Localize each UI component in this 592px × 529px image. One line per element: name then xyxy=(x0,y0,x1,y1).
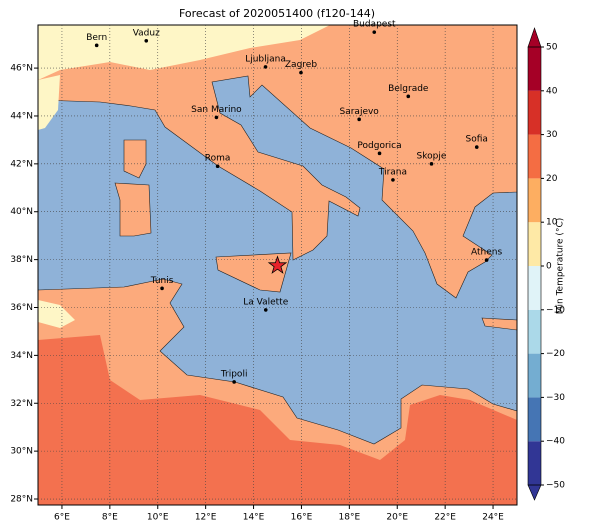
city-label: Skopje xyxy=(417,151,447,161)
y-tick-label: 38°N xyxy=(10,255,33,265)
city-dot xyxy=(484,258,489,262)
city-dot xyxy=(474,145,479,149)
cold-atlas xyxy=(38,300,75,328)
x-tick-label: 12°E xyxy=(195,513,217,523)
colorbar-tick-label: 20 xyxy=(546,174,558,184)
x-tick-label: 22°E xyxy=(434,513,456,523)
colorbar-bin xyxy=(528,441,541,485)
map-frame xyxy=(37,24,518,506)
x-tick-label: 10°E xyxy=(147,513,169,523)
city-dot xyxy=(372,30,377,34)
colorbar-tick-label: −20 xyxy=(546,349,565,359)
city-dot xyxy=(429,162,434,166)
crete xyxy=(481,317,517,331)
city-dot xyxy=(263,308,268,312)
colorbar-tick-label: −40 xyxy=(546,437,565,447)
x-tick-label: 24°E xyxy=(482,513,504,523)
city-label: Bern xyxy=(86,33,107,43)
colorbar-label: Min Temperature (°C) xyxy=(556,218,566,315)
colorbar-extend-min xyxy=(527,484,542,501)
y-tick-label: 44°N xyxy=(10,111,33,121)
x-tick-label: 16°E xyxy=(291,513,313,523)
x-tick-label: 8°E xyxy=(102,513,118,523)
y-tick-label: 40°N xyxy=(10,207,33,217)
colorbar-bin xyxy=(528,397,541,442)
city-label: Tripoli xyxy=(220,369,248,379)
x-tick-label: 18°E xyxy=(339,513,361,523)
city-dot xyxy=(232,380,236,384)
y-tick-label: 46°N xyxy=(10,64,33,74)
city-dot xyxy=(377,151,382,156)
city-label: Tunis xyxy=(150,276,174,286)
cold-coast xyxy=(38,75,60,130)
warm-africa xyxy=(38,335,517,505)
city-label: Tirana xyxy=(378,167,407,177)
colorbar-tick-label: −30 xyxy=(546,393,565,403)
colorbar-bin xyxy=(528,266,541,310)
city-label: Roma xyxy=(205,154,231,164)
colorbar-bin xyxy=(528,353,541,398)
x-tick-label: 20°E xyxy=(386,513,408,523)
city-label: Vaduz xyxy=(133,28,160,38)
colorbar-bin xyxy=(528,222,541,266)
y-tick-label: 42°N xyxy=(10,159,33,169)
city-label: Ljubljana xyxy=(245,54,286,64)
city-label: Belgrade xyxy=(388,84,429,94)
colorbar-tick-label: 0 xyxy=(546,262,552,272)
colorbar-tick-label: −10 xyxy=(546,305,565,315)
city-label: Athens xyxy=(471,248,502,258)
colorbar-bin xyxy=(528,309,541,354)
city-dot xyxy=(299,70,303,75)
city-label: Sofia xyxy=(466,135,488,145)
city-dot xyxy=(263,65,268,69)
y-tick-label: 30°N xyxy=(10,447,33,457)
colorbar-tick-label: 10 xyxy=(546,218,558,228)
city-dot xyxy=(391,178,395,182)
city-label: Sarajevo xyxy=(340,107,380,117)
colorbar-bin xyxy=(528,178,541,223)
city-label: La Valette xyxy=(243,297,288,307)
city-dot xyxy=(214,115,219,120)
colorbar-bin xyxy=(528,90,541,135)
city-label: San Marino xyxy=(191,105,242,115)
colorbar-bin xyxy=(528,47,541,91)
y-tick-label: 34°N xyxy=(10,351,33,361)
colorbar-tick-label: 50 xyxy=(546,43,558,53)
colorbar-extend-max xyxy=(527,27,542,48)
map-title: Forecast of 2020051400 (f120-144) xyxy=(179,7,375,20)
y-tick-label: 32°N xyxy=(10,399,33,409)
corsica xyxy=(123,139,147,179)
city-dot xyxy=(144,39,149,43)
x-tick-label: 14°E xyxy=(243,513,265,523)
cold-alps xyxy=(38,25,330,80)
city-dot xyxy=(357,117,361,122)
city-dot xyxy=(215,164,220,169)
y-tick-label: 28°N xyxy=(10,495,33,505)
city-label: Budapest xyxy=(353,20,396,30)
colorbar-bin xyxy=(528,134,541,179)
city-label: Zagreb xyxy=(285,60,317,70)
colorbar-tick-label: 30 xyxy=(546,130,558,140)
x-tick-label: 6°E xyxy=(54,513,70,523)
y-tick-label: 36°N xyxy=(10,303,33,313)
city-dot xyxy=(94,43,99,48)
colorbar-tick-label: −50 xyxy=(546,481,565,491)
city-dot xyxy=(406,94,411,99)
forecast-point xyxy=(267,255,288,274)
city-label: Podgorica xyxy=(357,141,401,151)
colorbar-tick-label: 40 xyxy=(546,86,558,96)
sardinia xyxy=(114,182,152,237)
city-dot xyxy=(160,286,164,291)
